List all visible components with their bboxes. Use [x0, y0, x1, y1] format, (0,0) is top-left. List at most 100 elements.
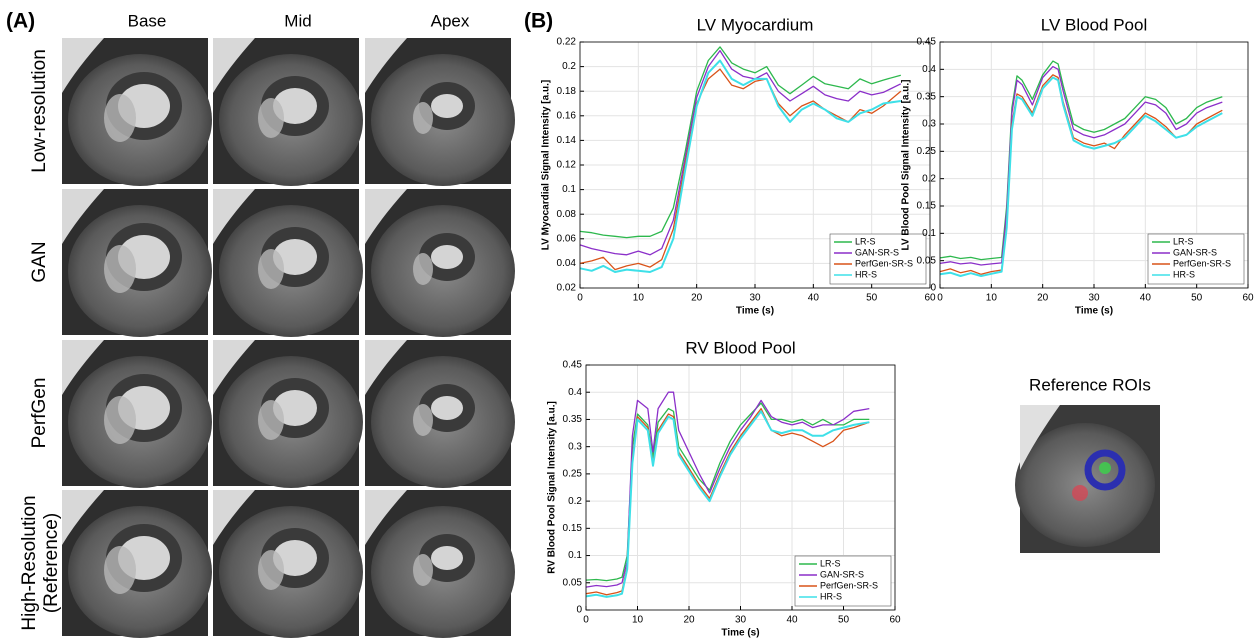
x-tick-label: 40: [786, 615, 798, 626]
mri-image: [365, 490, 515, 638]
series-line: [939, 65, 1223, 266]
roi-image: [1015, 405, 1160, 553]
series-line: [579, 68, 902, 271]
x-tick-label: 0: [583, 615, 589, 626]
y-tick-label: 0.1: [922, 228, 936, 239]
y-tick-label: 0.4: [568, 387, 582, 398]
image-blood-pool: [273, 88, 317, 124]
y-tick-label: 0.25: [917, 146, 937, 157]
chart-title: LV Blood Pool: [1041, 15, 1147, 34]
y-axis-label: LV Blood Pool Signal Intensity [a.u.]: [901, 80, 912, 251]
image-rv: [413, 253, 433, 285]
image-rv: [258, 400, 284, 440]
legend-label: GAN-SR-S: [1173, 247, 1217, 257]
image-rv: [104, 396, 136, 444]
y-tick-label: 0.35: [563, 414, 583, 425]
y-tick-label: 0.15: [917, 201, 937, 212]
image-tissue: [1015, 423, 1155, 547]
legend-label: PerfGen-SR-S: [1173, 258, 1231, 268]
row-label: High-Resolution: [19, 495, 40, 630]
image-tissue: [213, 490, 255, 545]
x-axis-label: Time (s): [736, 306, 774, 317]
legend-label: PerfGen-SR-S: [820, 580, 878, 590]
legend-label: HR-S: [855, 269, 877, 279]
series-line: [579, 49, 902, 256]
x-tick-label: 30: [1088, 293, 1100, 304]
y-tick-label: 0.04: [557, 258, 577, 269]
image-tissue: [365, 340, 407, 395]
y-tick-label: 0.45: [917, 37, 937, 48]
y-tick-label: 0.35: [917, 91, 937, 102]
image-blood-pool: [431, 94, 463, 118]
mri-image: [365, 189, 515, 337]
image-tissue: [213, 38, 255, 93]
image-rv: [258, 98, 284, 138]
y-tick-label: 0.2: [562, 61, 576, 72]
image-blood-pool: [273, 540, 317, 576]
image-tissue: [213, 340, 255, 395]
y-tick-label: 0.3: [568, 441, 582, 452]
image-rv: [413, 554, 433, 586]
image-blood-pool: [273, 390, 317, 426]
panel-label: (B): [524, 10, 553, 33]
x-tick-label: 10: [986, 293, 998, 304]
row-label: Low-resolution: [29, 49, 50, 173]
image-rv: [104, 546, 136, 594]
mri-image: [62, 189, 212, 337]
x-tick-label: 40: [808, 293, 820, 304]
image-rv: [413, 102, 433, 134]
row-label: PerfGen: [29, 378, 50, 449]
mri-image: [213, 38, 363, 186]
x-tick-label: 50: [838, 615, 850, 626]
y-tick-label: 0.1: [568, 550, 582, 561]
x-tick-label: 50: [1191, 293, 1203, 304]
y-tick-label: 0.1: [562, 184, 576, 195]
y-tick-label: 0.08: [557, 209, 577, 220]
y-tick-label: 0.12: [557, 160, 577, 171]
legend-label: LR-S: [820, 558, 841, 568]
x-tick-label: 30: [749, 293, 761, 304]
y-tick-label: 0: [930, 283, 936, 294]
x-axis-label: Time (s): [721, 628, 759, 639]
mri-image: [62, 38, 212, 186]
x-tick-label: 50: [866, 293, 878, 304]
chart-title: RV Blood Pool: [685, 338, 795, 357]
y-tick-label: 0.25: [563, 469, 583, 480]
x-tick-label: 0: [937, 293, 943, 304]
image-rv: [413, 404, 433, 436]
x-tick-label: 40: [1140, 293, 1152, 304]
x-tick-label: 20: [691, 293, 703, 304]
legend-label: LR-S: [855, 236, 876, 246]
row-label: GAN: [29, 241, 50, 282]
y-tick-label: 0.3: [922, 119, 936, 130]
mri-image: [213, 340, 363, 488]
legend-label: GAN-SR-S: [820, 569, 864, 579]
legend-label: LR-S: [1173, 236, 1194, 246]
image-tissue: [1020, 405, 1060, 470]
image-blood-pool: [431, 245, 463, 269]
mri-image: [62, 490, 212, 638]
image-rv: [258, 249, 284, 289]
image-tissue: [62, 38, 104, 93]
y-axis-label: RV Blood Pool Signal Intensity [a.u.]: [547, 401, 558, 574]
image-tissue: [365, 38, 407, 93]
mri-image: [365, 38, 515, 186]
y-tick-label: 0.2: [568, 496, 582, 507]
x-tick-label: 60: [889, 615, 901, 626]
y-tick-label: 0.2: [922, 173, 936, 184]
y-tick-label: 0.05: [563, 577, 583, 588]
roi-rv: [1072, 485, 1088, 501]
image-tissue: [62, 189, 104, 244]
x-tick-label: 30: [735, 615, 747, 626]
x-tick-label: 20: [683, 615, 695, 626]
x-tick-label: 10: [633, 293, 645, 304]
roi-myocardium: [1084, 449, 1126, 491]
image-blood-pool: [431, 546, 463, 570]
y-tick-label: 0: [576, 605, 582, 616]
image-tissue: [365, 490, 407, 545]
series-line: [579, 59, 901, 273]
x-axis-label: Time (s): [1075, 306, 1113, 317]
series-line: [579, 46, 901, 239]
y-tick-label: 0.14: [557, 135, 577, 146]
